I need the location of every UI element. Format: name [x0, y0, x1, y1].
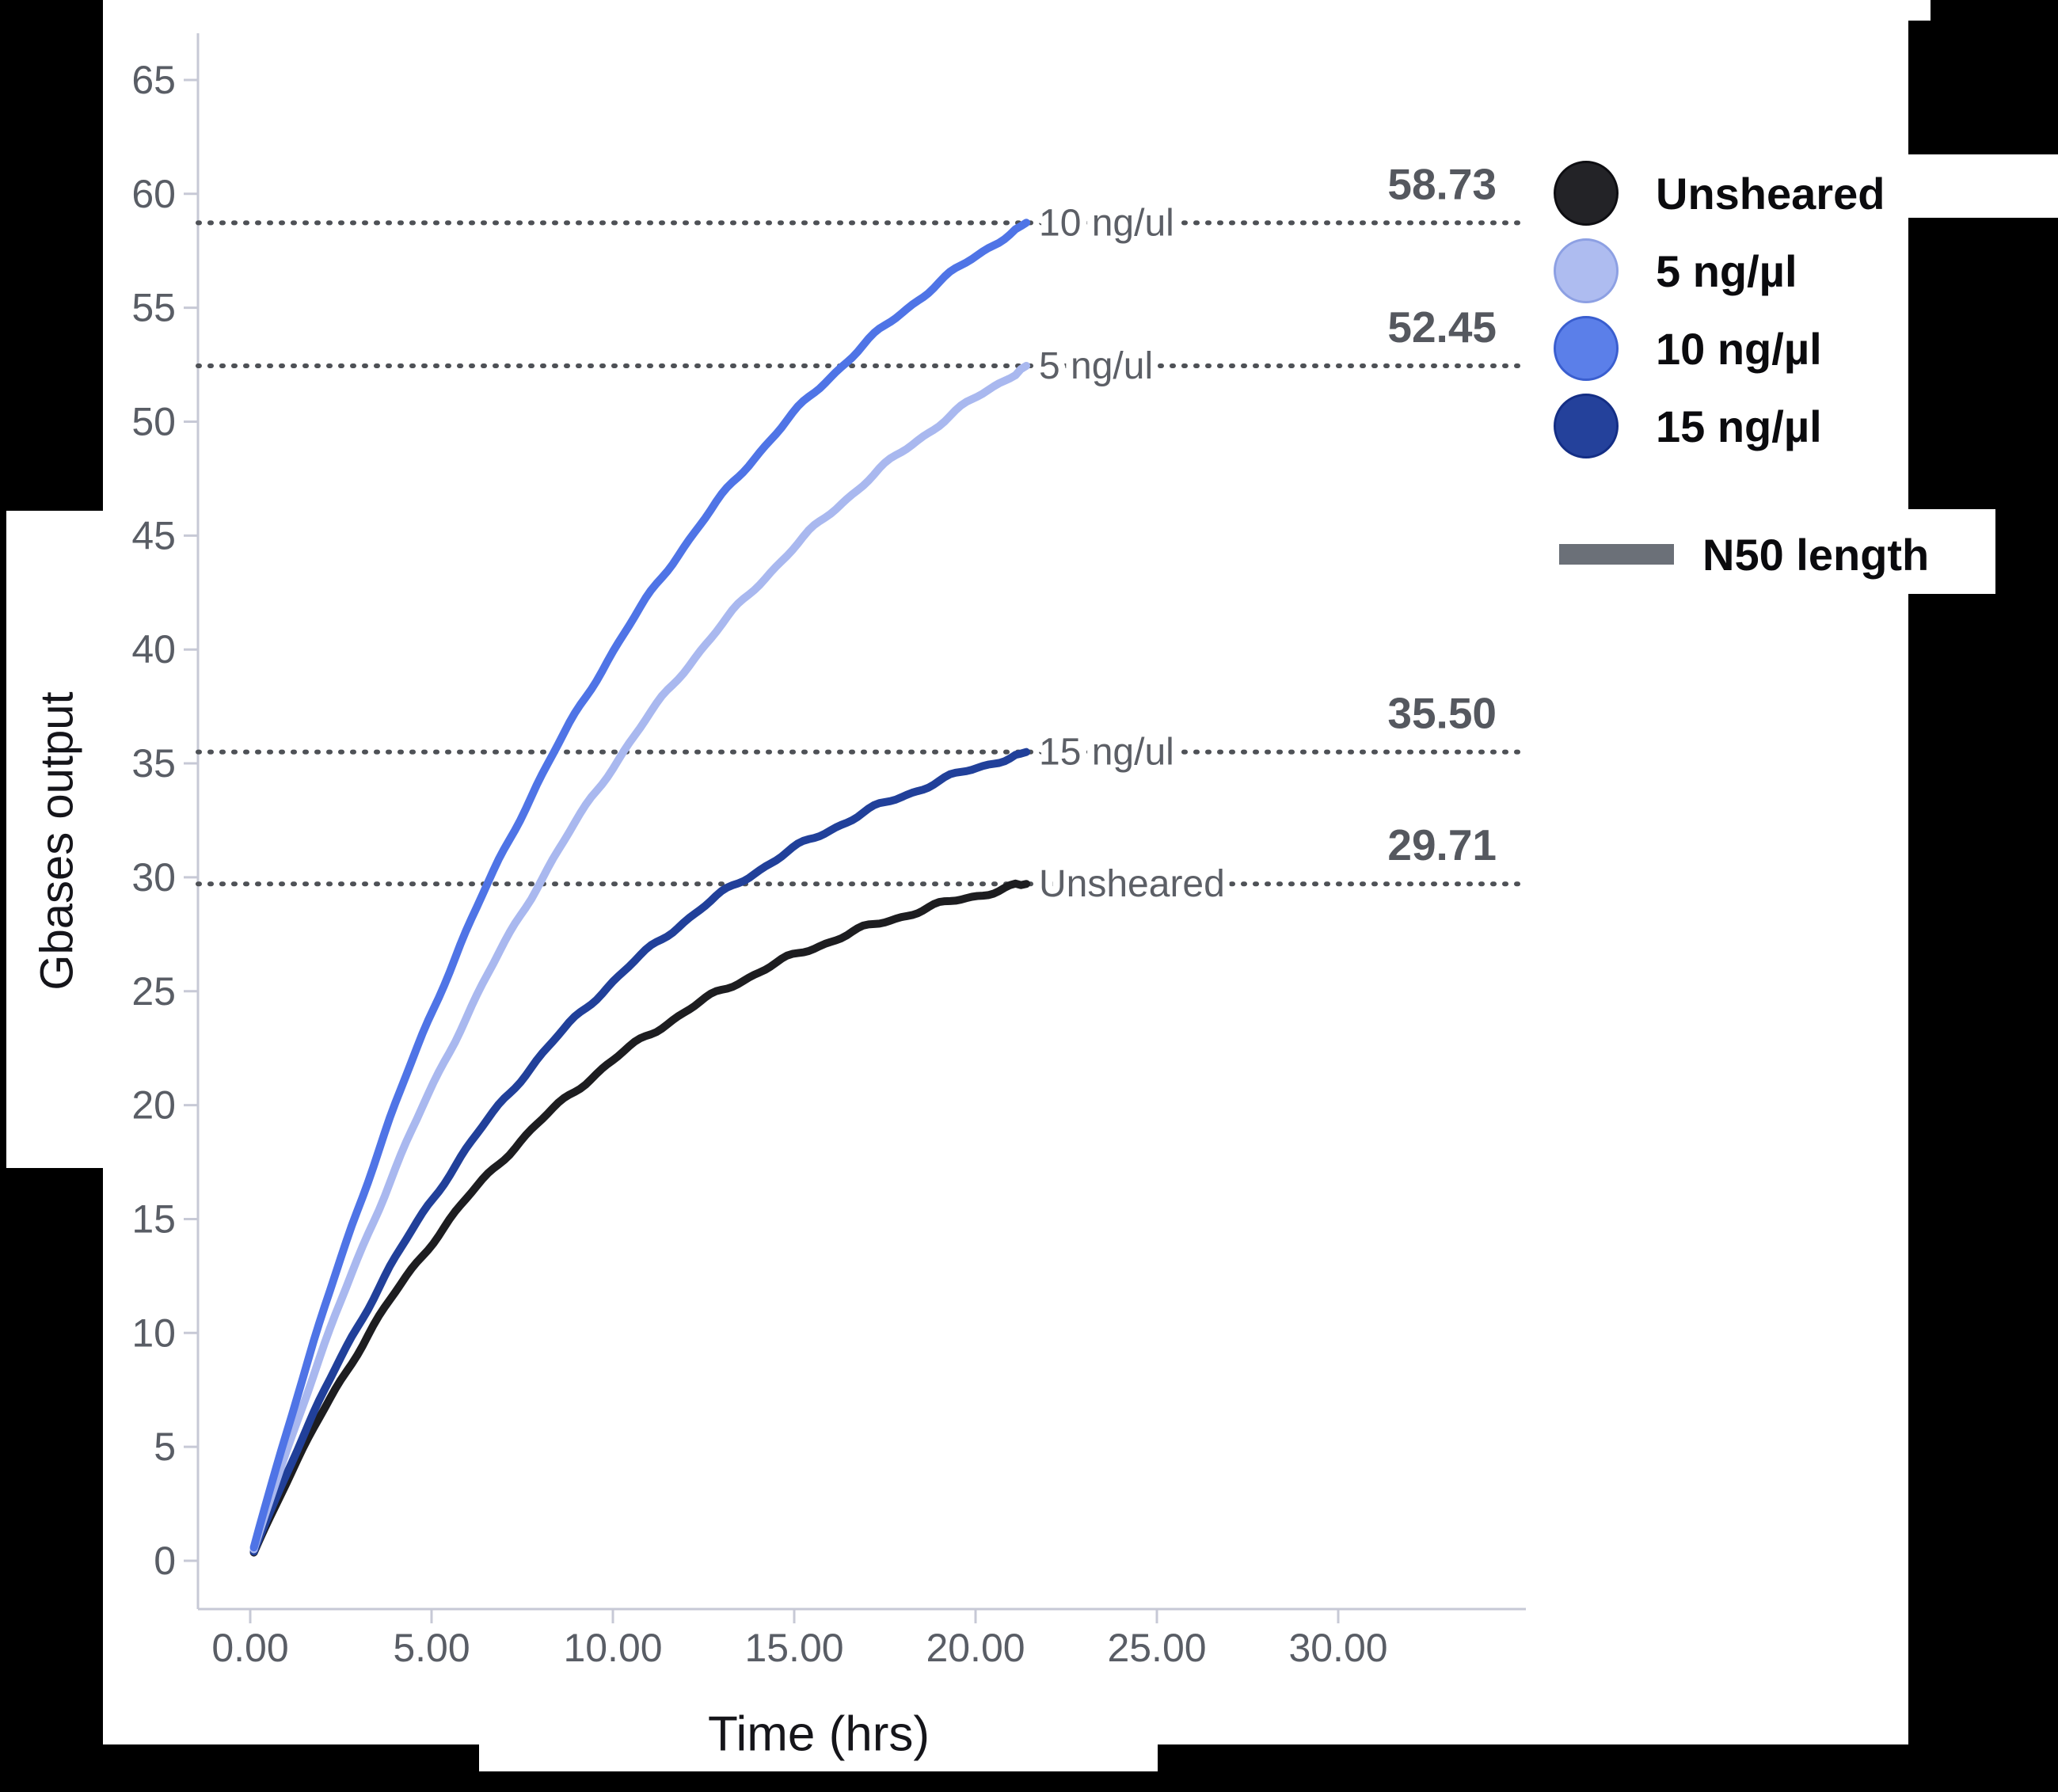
legend-band-n50 [1908, 509, 1995, 594]
x-tick-label: 20.00 [926, 1626, 1025, 1670]
y-axis-title: Gbases output [31, 691, 83, 991]
ylabel-panel [6, 511, 103, 1168]
series-line-10-ng-ul [249, 219, 1031, 1552]
n50-value-annotation: 52.45 [1387, 302, 1497, 352]
series-line-unsheared [249, 879, 1031, 1557]
n50-line-label: Unsheared [1039, 863, 1225, 905]
y-tick-label: 10 [131, 1311, 176, 1355]
y-tick-label: 65 [131, 58, 176, 102]
n50-value-annotation: 35.50 [1387, 689, 1497, 738]
x-tick-label: 15.00 [744, 1626, 843, 1670]
y-tick-label: 50 [131, 400, 176, 444]
legend-band-unsheared [1908, 154, 2058, 218]
x-tick-label: 25.00 [1107, 1626, 1206, 1670]
topright-notch [1908, 0, 1931, 21]
y-tick-label: 5 [154, 1425, 176, 1469]
y-tick-label: 40 [131, 627, 176, 672]
n50-line-label: 15 ng/ul [1039, 732, 1174, 774]
y-tick-label: 0 [154, 1539, 176, 1583]
series-line-5-ng-ul [249, 362, 1031, 1554]
y-tick-label: 15 [131, 1197, 176, 1241]
y-tick-label: 25 [131, 969, 176, 1014]
x-axis-title: Time (hrs) [707, 1706, 930, 1762]
x-tick-label: 10.00 [563, 1626, 662, 1670]
x-tick-label: 5.00 [393, 1626, 470, 1670]
n50-line-label: 10 ng/ul [1039, 202, 1174, 244]
y-tick-label: 30 [131, 855, 176, 900]
y-tick-label: 20 [131, 1083, 176, 1128]
x-tick-label: 30.00 [1288, 1626, 1387, 1670]
y-tick-label: 55 [131, 286, 176, 330]
y-tick-label: 45 [131, 513, 176, 557]
bottom-notch [479, 1744, 1158, 1771]
n50-value-annotation: 58.73 [1387, 159, 1497, 208]
n50-line-label: 5 ng/ul [1039, 345, 1153, 387]
n50-value-annotation: 29.71 [1387, 820, 1497, 869]
series-line-15-ng-ul [249, 748, 1031, 1556]
x-tick-label: 0.00 [211, 1626, 288, 1670]
y-tick-label: 60 [131, 172, 176, 216]
y-tick-label: 35 [131, 741, 176, 786]
